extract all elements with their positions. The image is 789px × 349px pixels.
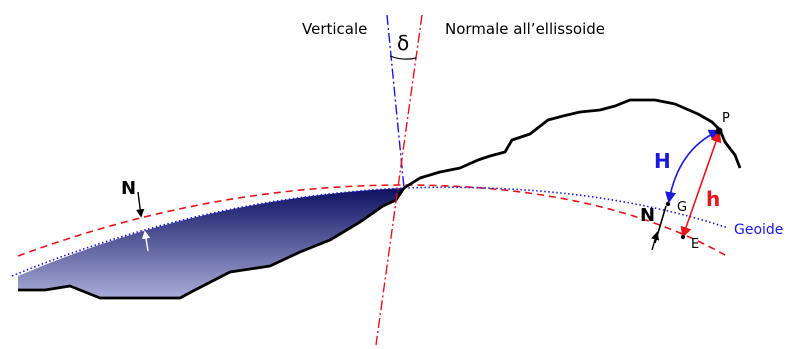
n-left-white-arrow [141, 230, 151, 252]
delta-arc [389, 55, 417, 60]
h-ellips-line [680, 130, 722, 239]
e-label: E [691, 237, 699, 252]
sea-region [18, 188, 404, 298]
vertical-line [386, 14, 405, 189]
n-right-arrow [651, 231, 660, 251]
p-label: P [722, 111, 730, 126]
g-label: G [677, 200, 687, 215]
delta-label: δ [397, 31, 409, 55]
point-e [680, 234, 686, 240]
verticale-label: Verticale [302, 20, 367, 38]
ellipsoid-curve [17, 184, 726, 257]
ellipsoid-normal-line [375, 14, 423, 346]
normale-label: Normale all’ellissoide [445, 20, 605, 38]
n-right-label: N [640, 205, 655, 226]
point-g [665, 201, 671, 207]
h-ortho-label: H [654, 149, 671, 173]
n-left-arrow [135, 191, 145, 218]
h-ellips-label: h [706, 187, 720, 211]
point-p [715, 127, 723, 135]
geoide-label: Geoide [734, 222, 783, 238]
n-left-label: N [121, 178, 136, 199]
terrain-line [18, 98, 742, 300]
